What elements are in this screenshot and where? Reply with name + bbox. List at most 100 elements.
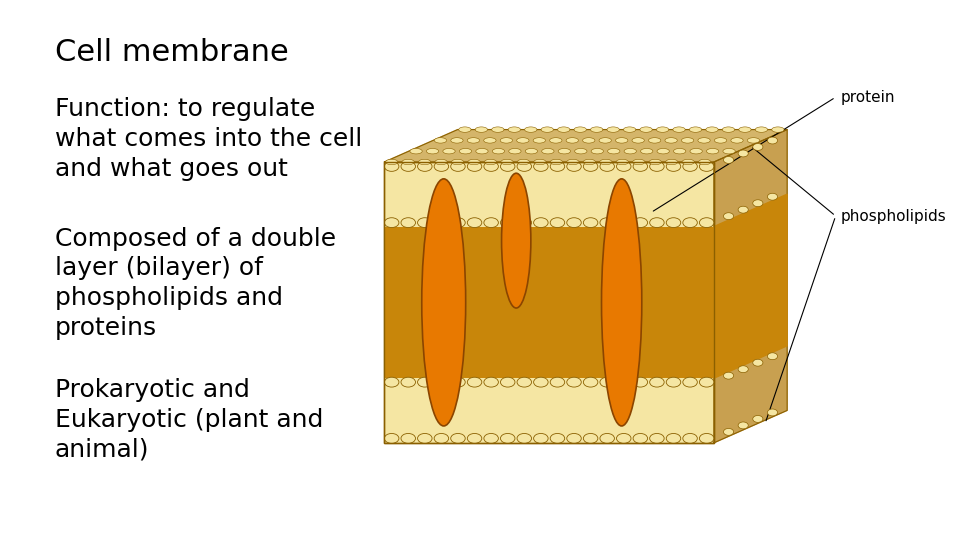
Ellipse shape — [682, 159, 694, 165]
Ellipse shape — [724, 157, 733, 164]
Ellipse shape — [633, 161, 648, 171]
Ellipse shape — [517, 218, 532, 227]
Ellipse shape — [584, 218, 598, 227]
Ellipse shape — [434, 218, 448, 227]
Ellipse shape — [550, 218, 564, 227]
Ellipse shape — [534, 434, 548, 443]
Ellipse shape — [475, 127, 488, 132]
Ellipse shape — [700, 377, 714, 387]
Ellipse shape — [683, 434, 697, 443]
Ellipse shape — [468, 434, 482, 443]
Ellipse shape — [558, 148, 570, 154]
Ellipse shape — [434, 434, 448, 443]
Ellipse shape — [426, 148, 439, 154]
Ellipse shape — [584, 434, 598, 443]
Ellipse shape — [508, 127, 520, 132]
Ellipse shape — [722, 127, 734, 132]
Ellipse shape — [500, 218, 515, 227]
Ellipse shape — [650, 434, 664, 443]
Ellipse shape — [724, 428, 733, 435]
Ellipse shape — [500, 377, 515, 387]
Ellipse shape — [418, 377, 432, 387]
Ellipse shape — [689, 127, 702, 132]
Ellipse shape — [665, 138, 677, 143]
Ellipse shape — [682, 138, 694, 143]
Ellipse shape — [607, 127, 619, 132]
Polygon shape — [714, 194, 787, 378]
Ellipse shape — [738, 206, 748, 213]
Ellipse shape — [683, 218, 697, 227]
Ellipse shape — [500, 434, 515, 443]
Ellipse shape — [541, 148, 554, 154]
Ellipse shape — [683, 161, 697, 171]
Ellipse shape — [583, 138, 595, 143]
Ellipse shape — [700, 161, 714, 171]
Ellipse shape — [517, 377, 532, 387]
Ellipse shape — [714, 138, 727, 143]
Ellipse shape — [517, 161, 532, 171]
Ellipse shape — [468, 159, 480, 165]
Ellipse shape — [731, 138, 743, 143]
Ellipse shape — [443, 148, 455, 154]
Ellipse shape — [584, 161, 598, 171]
Ellipse shape — [401, 218, 416, 227]
Ellipse shape — [756, 127, 768, 132]
Ellipse shape — [700, 218, 714, 227]
Ellipse shape — [485, 159, 496, 165]
Ellipse shape — [700, 434, 714, 443]
Ellipse shape — [517, 159, 530, 165]
Ellipse shape — [739, 127, 751, 132]
Ellipse shape — [384, 161, 399, 171]
Ellipse shape — [753, 415, 763, 422]
Ellipse shape — [492, 127, 504, 132]
Ellipse shape — [558, 127, 570, 132]
Ellipse shape — [451, 161, 466, 171]
Ellipse shape — [541, 127, 553, 132]
Ellipse shape — [451, 138, 463, 143]
Ellipse shape — [468, 138, 480, 143]
Ellipse shape — [524, 127, 537, 132]
Ellipse shape — [616, 434, 631, 443]
Ellipse shape — [550, 138, 562, 143]
Ellipse shape — [753, 144, 763, 151]
Ellipse shape — [566, 161, 581, 171]
Ellipse shape — [534, 218, 548, 227]
Ellipse shape — [767, 409, 778, 416]
Ellipse shape — [566, 218, 581, 227]
Polygon shape — [384, 130, 787, 162]
Ellipse shape — [468, 377, 482, 387]
Ellipse shape — [501, 173, 531, 308]
Ellipse shape — [683, 377, 697, 387]
Ellipse shape — [550, 161, 564, 171]
Ellipse shape — [600, 377, 614, 387]
Ellipse shape — [632, 138, 644, 143]
Ellipse shape — [534, 377, 548, 387]
Ellipse shape — [633, 159, 645, 165]
Ellipse shape — [772, 127, 784, 132]
Ellipse shape — [738, 422, 748, 429]
Bar — [384, 162, 714, 443]
Ellipse shape — [707, 148, 719, 154]
Ellipse shape — [699, 159, 710, 165]
Ellipse shape — [633, 218, 648, 227]
Ellipse shape — [574, 127, 587, 132]
Ellipse shape — [386, 159, 397, 165]
Ellipse shape — [468, 218, 482, 227]
Ellipse shape — [665, 159, 678, 165]
Ellipse shape — [640, 148, 653, 154]
Ellipse shape — [459, 148, 471, 154]
Ellipse shape — [451, 434, 466, 443]
Ellipse shape — [468, 161, 482, 171]
Ellipse shape — [602, 179, 642, 426]
Ellipse shape — [584, 377, 598, 387]
Ellipse shape — [435, 159, 447, 165]
Ellipse shape — [525, 148, 538, 154]
Ellipse shape — [767, 193, 778, 200]
Ellipse shape — [657, 127, 669, 132]
Ellipse shape — [451, 159, 464, 165]
Ellipse shape — [600, 218, 614, 227]
Ellipse shape — [410, 148, 422, 154]
Ellipse shape — [516, 138, 529, 143]
Ellipse shape — [517, 434, 532, 443]
Ellipse shape — [418, 434, 432, 443]
